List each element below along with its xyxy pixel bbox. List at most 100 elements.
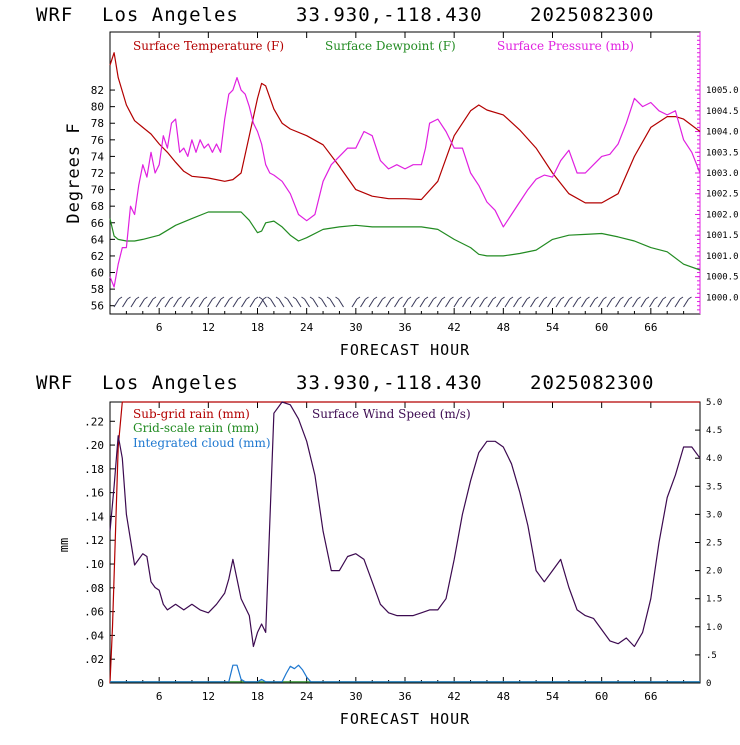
wind-barb — [530, 298, 536, 308]
wind-barb-flag — [416, 296, 420, 300]
y-tick-label: 74 — [91, 150, 105, 163]
wind-barb-flag — [594, 296, 599, 300]
y-tick-label: 66 — [91, 217, 104, 230]
wind-barb-flag — [284, 296, 288, 300]
wind-barb — [598, 298, 604, 308]
y-tick-label: .14 — [84, 510, 104, 523]
wind-barb-flag — [152, 296, 157, 300]
series-line-surface-temperature-f — [109, 52, 701, 204]
wind-barb-flag — [169, 296, 174, 300]
wind-barb — [377, 298, 383, 308]
wind-barb — [470, 298, 477, 308]
wind-barb-flag — [263, 296, 267, 300]
wind-barb-flag — [237, 296, 242, 300]
wind-barb-flag — [662, 296, 667, 300]
wind-barb-flag — [688, 296, 692, 300]
y2-tick-label: 1.5 — [706, 595, 722, 605]
wind-barb — [241, 298, 247, 308]
wind-barb-flag — [586, 296, 590, 300]
bottom-header-model: WRF — [36, 372, 73, 394]
wind-barb — [232, 298, 239, 308]
wind-barb-flag — [433, 296, 437, 300]
wind-barb — [615, 298, 621, 308]
wind-barb-flag — [135, 296, 140, 300]
wind-barb — [513, 298, 519, 308]
y-tick-label: 80 — [91, 101, 104, 114]
y-tick-label: 0 — [97, 677, 104, 690]
wind-barb — [304, 298, 310, 308]
top-wind-barbs — [113, 296, 692, 308]
x-tick-label: 24 — [300, 690, 314, 703]
wind-barb — [295, 298, 302, 308]
wind-barb — [156, 298, 162, 308]
wind-barb-flag — [144, 296, 148, 300]
wind-barb-flag — [620, 296, 624, 300]
x-tick-label: 24 — [300, 321, 314, 334]
x-tick-label: 36 — [398, 690, 411, 703]
legend-grid-scale-rain: Grid-scale rain (mm) — [133, 421, 259, 435]
top-x-axis-label: FORECAST HOUR — [340, 341, 470, 359]
wind-barb — [181, 298, 188, 308]
wind-barb — [312, 298, 319, 308]
wind-barb-flag — [441, 296, 446, 300]
x-tick-label: 48 — [497, 690, 510, 703]
wind-barb — [538, 298, 545, 308]
x-tick-label: 60 — [595, 690, 608, 703]
wind-barb-flag — [679, 296, 684, 300]
wind-barb-flag — [195, 296, 199, 300]
wind-barb-flag — [492, 296, 497, 300]
y2-tick-label: 3.0 — [706, 510, 722, 520]
y-tick-label: 58 — [91, 283, 104, 296]
wind-barb-flag — [203, 296, 208, 300]
wind-barb — [623, 298, 630, 308]
legend-integrated-cloud: Integrated cloud (mm) — [133, 436, 271, 450]
wind-barb-flag — [475, 296, 480, 300]
wind-barb-flag — [450, 296, 454, 300]
wind-barb — [632, 298, 638, 308]
y2-tick-label: 5.0 — [706, 398, 722, 408]
top-y-axis-label: Degrees F — [64, 122, 84, 223]
x-tick-label: 54 — [546, 690, 560, 703]
y2-tick-label: 4.0 — [706, 454, 722, 464]
x-tick-label: 42 — [448, 690, 461, 703]
wind-barb — [147, 298, 154, 308]
y-tick-label: .06 — [84, 606, 104, 619]
wind-barb — [657, 298, 664, 308]
wind-barb — [164, 298, 171, 308]
y-tick-label: 78 — [91, 117, 104, 130]
wind-barb-flag — [382, 296, 386, 300]
wind-barb — [428, 298, 434, 308]
wind-barb — [402, 298, 409, 308]
wind-barb-flag — [603, 296, 607, 300]
wind-barb-flag — [645, 296, 650, 300]
wind-barb — [462, 298, 468, 308]
series-line-surface-wind-speed-m-s — [109, 401, 701, 648]
bottom-header-run: 2025082300 — [530, 372, 654, 394]
wind-barb-flag — [628, 296, 633, 300]
bottom-series — [109, 401, 701, 684]
wind-barb-flag — [254, 296, 259, 300]
wind-barb — [564, 298, 570, 308]
wind-barb — [360, 298, 366, 308]
bottom-panel-header: WRF Los Angeles 33.930,-118.430 20250823… — [36, 372, 654, 394]
y2-tick-label: 1000.5 — [706, 273, 739, 283]
y2-tick-label: 4.5 — [706, 426, 722, 436]
wind-barb — [496, 298, 502, 308]
legend-surface-dewpoint: Surface Dewpoint (F) — [325, 39, 456, 53]
wind-barb-flag — [186, 296, 191, 300]
wind-barb-flag — [407, 296, 412, 300]
x-tick-label: 48 — [497, 321, 510, 334]
x-tick-label: 12 — [202, 321, 215, 334]
wind-barb-flag — [399, 296, 403, 300]
series-line-surface-dewpoint-f — [109, 211, 701, 271]
legend-surface-temperature: Surface Temperature (F) — [133, 39, 284, 53]
wind-barb — [394, 298, 400, 308]
wind-barb-flag — [301, 296, 305, 300]
x-tick-label: 18 — [251, 321, 264, 334]
x-tick-label: 66 — [644, 321, 657, 334]
y-tick-label: 76 — [91, 134, 104, 147]
wind-barb-flag — [552, 296, 556, 300]
y-tick-label: 64 — [91, 233, 105, 246]
x-tick-label: 12 — [202, 690, 215, 703]
